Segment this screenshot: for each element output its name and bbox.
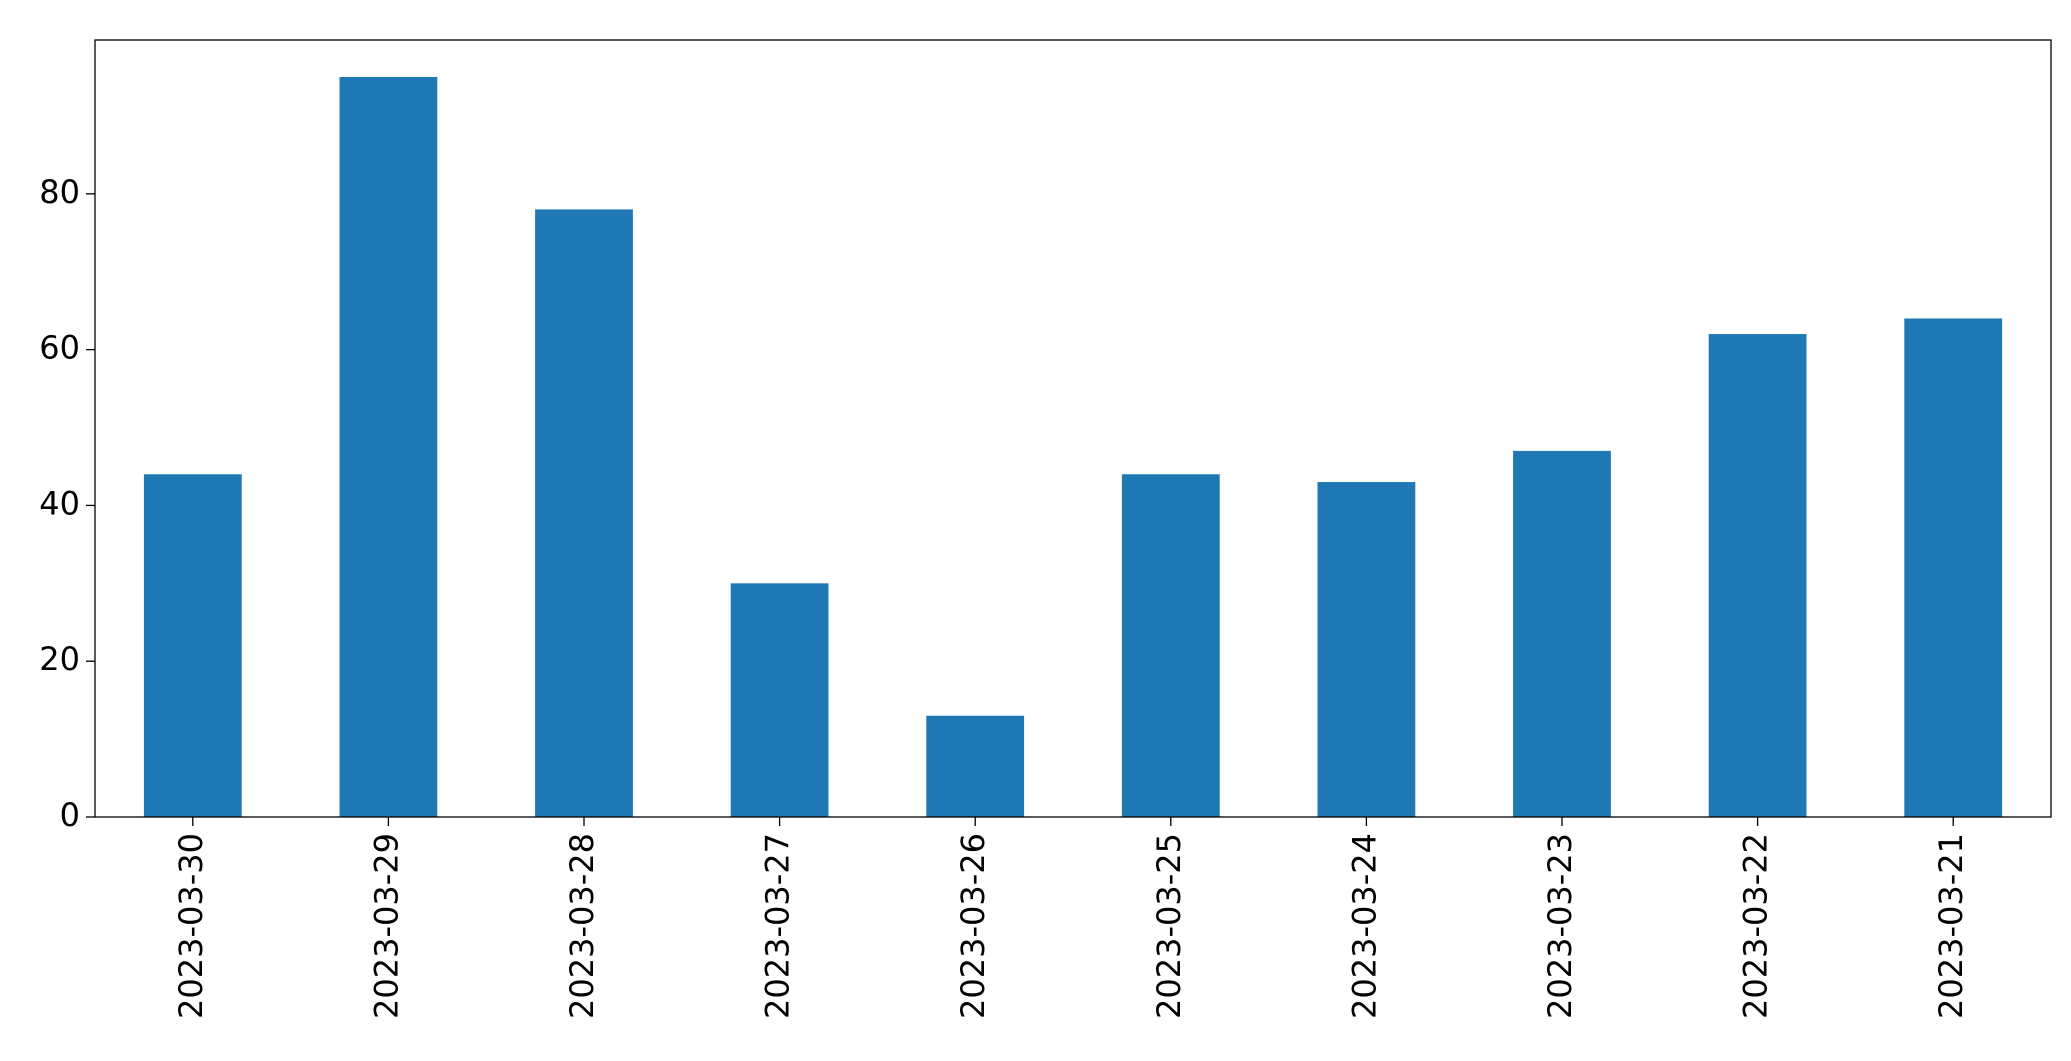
bar	[1121, 474, 1220, 817]
x-tick-label: 2023-03-24	[1345, 833, 1383, 1019]
x-tick-label: 2023-03-28	[563, 833, 601, 1019]
x-tick-label: 2023-03-21	[1932, 833, 1970, 1019]
bar	[1708, 334, 1807, 817]
x-tick-label: 2023-03-25	[1150, 833, 1188, 1019]
y-tick-label: 0	[60, 796, 80, 834]
bar	[1904, 318, 2003, 817]
plot-frame	[94, 39, 2052, 818]
bar	[339, 77, 438, 817]
y-tick-label: 60	[39, 329, 80, 367]
x-tick-label: 2023-03-27	[759, 833, 797, 1019]
bar	[535, 209, 633, 818]
x-tick-label: 2023-03-26	[954, 833, 992, 1019]
x-tick-label: 2023-03-22	[1737, 833, 1775, 1019]
y-tick-label: 40	[39, 484, 80, 522]
bar	[926, 715, 1025, 817]
bar	[143, 474, 242, 817]
x-tick-label: 2023-03-23	[1541, 833, 1579, 1019]
x-tick-label: 2023-03-30	[172, 833, 210, 1019]
bar	[1317, 482, 1416, 817]
y-tick-label: 20	[39, 640, 80, 678]
y-tick-label: 80	[39, 173, 80, 211]
bar	[730, 583, 829, 817]
x-tick-label: 2023-03-29	[367, 833, 405, 1019]
bar	[1513, 450, 1611, 817]
